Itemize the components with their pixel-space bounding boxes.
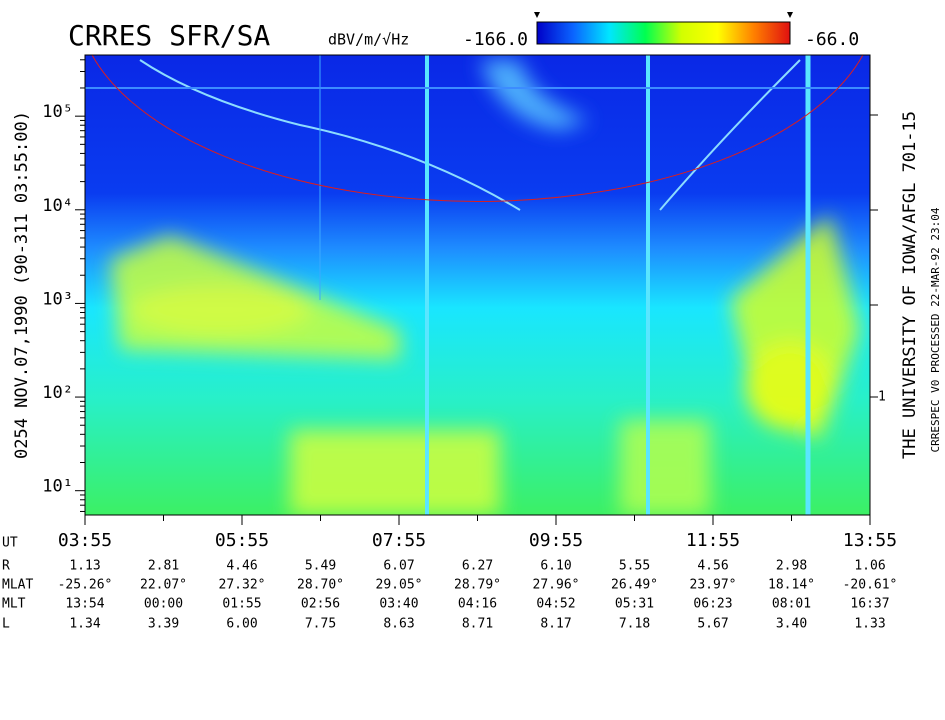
ephemeris-label: L bbox=[2, 617, 10, 632]
ephemeris-value: 7.75 bbox=[305, 617, 336, 632]
ephemeris-value: 06:23 bbox=[693, 597, 732, 612]
ephemeris-value: 2.81 bbox=[148, 559, 179, 574]
right-caption-2: CRRESPEC V0 PROCESSED 22-MAR-92 23:04 bbox=[929, 207, 942, 452]
x-tick-label: 05:55 bbox=[215, 530, 269, 551]
right-caption: THE UNIVERSITY OF IOWA/AFGL 701-15 bbox=[900, 111, 920, 459]
ephemeris-value: 16:37 bbox=[850, 597, 889, 612]
x-tick-label: 03:55 bbox=[58, 530, 112, 551]
colorbar bbox=[536, 21, 791, 45]
x-tick-label: 07:55 bbox=[372, 530, 426, 551]
ephemeris-value: 6.00 bbox=[226, 617, 257, 632]
ephemeris-label: MLAT bbox=[2, 578, 33, 593]
y-tick-label: 10¹ bbox=[42, 477, 73, 497]
ephemeris-value: -20.61° bbox=[843, 578, 898, 593]
ephemeris-value: 28.70° bbox=[297, 578, 344, 593]
ephemeris-value: 27.96° bbox=[533, 578, 580, 593]
colorbar-tick bbox=[534, 12, 540, 18]
ephemeris-value: 27.32° bbox=[219, 578, 266, 593]
ephemeris-value: 04:16 bbox=[458, 597, 497, 612]
ephemeris-value: 4.56 bbox=[697, 559, 728, 574]
colorbar-label: dBV/m/√Hz bbox=[328, 31, 409, 49]
ephemeris-value: 8.63 bbox=[383, 617, 414, 632]
y-tick-label: 10⁴ bbox=[42, 196, 73, 216]
ephemeris-value: 18.14° bbox=[768, 578, 815, 593]
x-axis-label: UT bbox=[2, 536, 18, 551]
ephemeris-value: 2.98 bbox=[776, 559, 807, 574]
ephemeris-value: 04:52 bbox=[536, 597, 575, 612]
spectrogram bbox=[85, 55, 870, 515]
ephemeris-value: 1.33 bbox=[854, 617, 885, 632]
ephemeris-value: 8.17 bbox=[540, 617, 571, 632]
ephemeris-value: 28.79° bbox=[454, 578, 501, 593]
ephemeris-value: 3.40 bbox=[776, 617, 807, 632]
x-tick-label: 09:55 bbox=[529, 530, 583, 551]
ephemeris-value: 29.05° bbox=[376, 578, 423, 593]
ephemeris-value: 1.13 bbox=[69, 559, 100, 574]
x-tick-label: 13:55 bbox=[843, 530, 897, 551]
y-tick-label: 10² bbox=[42, 383, 73, 403]
ephemeris-value: 08:01 bbox=[772, 597, 811, 612]
ephemeris-value: 8.71 bbox=[462, 617, 493, 632]
ephemeris-value: 01:55 bbox=[222, 597, 261, 612]
ephemeris-value: 05:31 bbox=[615, 597, 654, 612]
ephemeris-value: 22.07° bbox=[140, 578, 187, 593]
ephemeris-value: 5.55 bbox=[619, 559, 650, 574]
ephemeris-label: R bbox=[2, 559, 10, 574]
ephemeris-value: 1.34 bbox=[69, 617, 100, 632]
ephemeris-value: 02:56 bbox=[301, 597, 340, 612]
ephemeris-value: 00:00 bbox=[144, 597, 183, 612]
ephemeris-value: 5.67 bbox=[697, 617, 728, 632]
ephemeris-value: 6.07 bbox=[383, 559, 414, 574]
right-axis-label: 1 bbox=[878, 390, 886, 405]
colorbar-tick-label: -66.0 bbox=[805, 29, 859, 50]
ephemeris-value: 03:40 bbox=[379, 597, 418, 612]
ephemeris-value: 4.46 bbox=[226, 559, 257, 574]
colorbar-tick bbox=[787, 12, 793, 18]
ephemeris-value: 1.06 bbox=[854, 559, 885, 574]
ephemeris-value: 6.10 bbox=[540, 559, 571, 574]
left-caption: 0254 NOV.07,1990 (90-311 03:55:00) bbox=[12, 111, 32, 459]
ephemeris-value: 7.18 bbox=[619, 617, 650, 632]
x-tick-label: 11:55 bbox=[686, 530, 740, 551]
chart-title: CRRES SFR/SA bbox=[68, 19, 270, 52]
ephemeris-value: 5.49 bbox=[305, 559, 336, 574]
ephemeris-value: 6.27 bbox=[462, 559, 493, 574]
colorbar-tick-label: -166.0 bbox=[463, 29, 528, 50]
y-tick-label: 10⁵ bbox=[42, 102, 73, 122]
ephemeris-label: MLT bbox=[2, 597, 26, 612]
y-tick-label: 10³ bbox=[42, 289, 73, 309]
ephemeris-value: -25.26° bbox=[58, 578, 113, 593]
ephemeris-value: 23.97° bbox=[690, 578, 737, 593]
ephemeris-value: 3.39 bbox=[148, 617, 179, 632]
ephemeris-value: 26.49° bbox=[611, 578, 658, 593]
ephemeris-value: 13:54 bbox=[65, 597, 104, 612]
